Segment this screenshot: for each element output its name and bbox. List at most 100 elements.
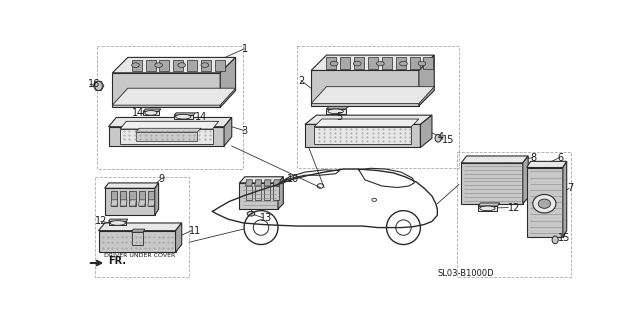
Text: 8: 8: [531, 153, 536, 162]
Polygon shape: [99, 223, 182, 231]
Text: 16: 16: [88, 80, 100, 89]
Polygon shape: [120, 200, 127, 206]
Polygon shape: [136, 132, 197, 141]
Polygon shape: [187, 60, 197, 71]
Ellipse shape: [132, 63, 140, 67]
Polygon shape: [382, 58, 392, 69]
Polygon shape: [368, 58, 378, 69]
Polygon shape: [143, 111, 159, 115]
Polygon shape: [175, 223, 182, 252]
Polygon shape: [220, 58, 236, 107]
Polygon shape: [461, 156, 528, 163]
Polygon shape: [278, 177, 284, 209]
Polygon shape: [264, 180, 271, 186]
Polygon shape: [314, 119, 419, 127]
Polygon shape: [159, 60, 170, 71]
Polygon shape: [396, 58, 406, 69]
Ellipse shape: [399, 61, 407, 66]
Polygon shape: [311, 71, 419, 106]
Polygon shape: [132, 229, 145, 232]
Polygon shape: [113, 73, 220, 107]
Ellipse shape: [201, 63, 209, 67]
Polygon shape: [305, 124, 420, 148]
Text: 10: 10: [287, 174, 300, 184]
Polygon shape: [148, 200, 155, 206]
Ellipse shape: [328, 109, 344, 114]
Polygon shape: [132, 232, 143, 245]
Polygon shape: [410, 58, 420, 69]
Text: 4: 4: [437, 132, 444, 142]
Polygon shape: [239, 177, 284, 183]
Polygon shape: [340, 58, 350, 69]
Polygon shape: [314, 127, 411, 144]
Polygon shape: [113, 88, 236, 105]
Ellipse shape: [538, 199, 550, 208]
Polygon shape: [419, 55, 435, 106]
Polygon shape: [424, 58, 433, 69]
Ellipse shape: [145, 111, 157, 115]
Text: 1: 1: [242, 44, 248, 54]
Polygon shape: [326, 107, 348, 109]
Polygon shape: [120, 129, 212, 144]
Text: SL03-B1000D: SL03-B1000D: [437, 268, 494, 278]
Polygon shape: [201, 60, 211, 71]
Polygon shape: [129, 200, 136, 206]
Polygon shape: [264, 186, 270, 200]
Ellipse shape: [435, 135, 441, 142]
Ellipse shape: [155, 63, 163, 67]
Ellipse shape: [480, 206, 495, 211]
Polygon shape: [120, 121, 219, 129]
Polygon shape: [105, 183, 159, 188]
Text: 15: 15: [557, 233, 570, 243]
Ellipse shape: [533, 195, 556, 213]
Polygon shape: [255, 180, 262, 186]
Ellipse shape: [330, 61, 338, 66]
Polygon shape: [311, 55, 435, 71]
Polygon shape: [478, 203, 500, 206]
Text: 6: 6: [557, 153, 564, 162]
Polygon shape: [113, 58, 236, 73]
Text: 5: 5: [336, 112, 342, 122]
Text: 13: 13: [260, 212, 273, 223]
Polygon shape: [305, 115, 432, 124]
Polygon shape: [523, 156, 528, 204]
Ellipse shape: [376, 61, 384, 66]
Polygon shape: [326, 58, 337, 69]
Text: 15: 15: [442, 135, 454, 145]
Polygon shape: [273, 180, 280, 186]
Polygon shape: [111, 190, 117, 206]
Ellipse shape: [247, 211, 255, 216]
Polygon shape: [109, 219, 128, 221]
Polygon shape: [255, 186, 261, 200]
Text: 2: 2: [299, 75, 305, 86]
Ellipse shape: [175, 114, 191, 119]
Ellipse shape: [178, 63, 186, 67]
Ellipse shape: [418, 61, 426, 66]
Polygon shape: [143, 109, 161, 111]
Text: 3: 3: [242, 126, 248, 135]
Polygon shape: [563, 161, 566, 237]
Polygon shape: [246, 186, 252, 200]
Ellipse shape: [353, 61, 361, 66]
Text: 14: 14: [132, 108, 144, 118]
Polygon shape: [478, 206, 497, 211]
Polygon shape: [273, 186, 280, 200]
Polygon shape: [239, 183, 278, 209]
Polygon shape: [109, 117, 232, 127]
Polygon shape: [139, 190, 145, 206]
Text: DRIVER UNDER COVER: DRIVER UNDER COVER: [104, 253, 175, 258]
Polygon shape: [311, 87, 435, 104]
Text: 9: 9: [159, 174, 164, 184]
Polygon shape: [527, 161, 566, 168]
Polygon shape: [215, 60, 225, 71]
Polygon shape: [109, 221, 126, 225]
Polygon shape: [145, 60, 156, 71]
Polygon shape: [99, 231, 175, 252]
Text: 12: 12: [508, 203, 520, 212]
Polygon shape: [420, 115, 432, 148]
Text: 12: 12: [95, 217, 107, 226]
Ellipse shape: [95, 81, 102, 91]
Polygon shape: [461, 163, 523, 204]
Polygon shape: [174, 113, 196, 115]
Polygon shape: [129, 190, 136, 206]
